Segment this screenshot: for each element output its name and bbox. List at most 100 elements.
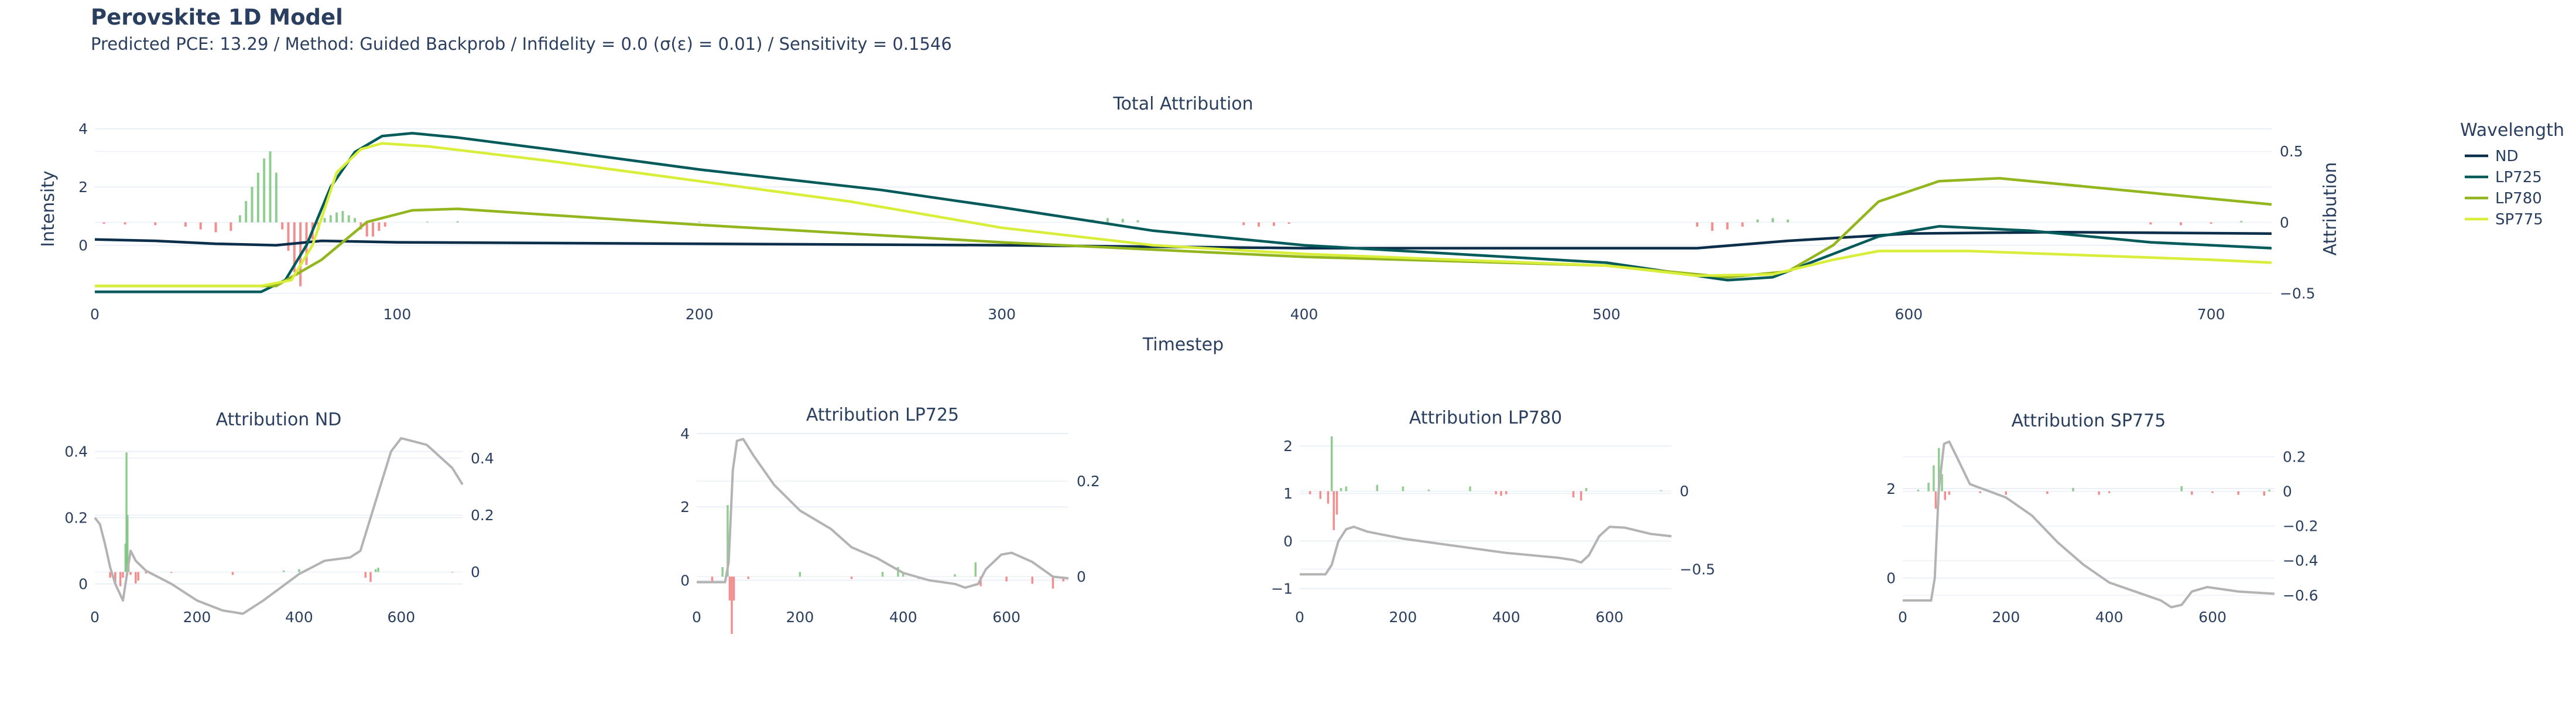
attribution-bar xyxy=(372,222,375,237)
attribution-bar xyxy=(282,570,285,572)
y2-tick-label: 0 xyxy=(2283,483,2292,500)
attribution-bar xyxy=(727,505,729,577)
attribution-bar xyxy=(426,221,429,223)
attribution-bar xyxy=(1941,474,1943,492)
attribution-bar xyxy=(2108,491,2111,493)
x-tick-label: 500 xyxy=(1592,306,1621,323)
attribution-bar xyxy=(1948,491,1951,495)
attribution-bar xyxy=(1585,488,1588,492)
x-tick-label: 200 xyxy=(686,306,714,323)
attribution-bar xyxy=(1934,491,1937,509)
attribution-bar xyxy=(1427,489,1430,492)
attribution-bar xyxy=(365,222,368,237)
x-tick-label: 200 xyxy=(786,609,814,626)
attribution-bar xyxy=(1505,491,1508,494)
attribution-bar xyxy=(214,222,217,233)
x-tick-label: 600 xyxy=(387,609,415,626)
attribution-bar xyxy=(281,222,284,230)
y-tick-label: 2 xyxy=(78,179,88,196)
y-axis-label: Intensity xyxy=(38,170,59,247)
attribution-bar xyxy=(145,572,147,574)
attribution-bar xyxy=(1340,488,1342,492)
y-tick-label: 0.2 xyxy=(64,509,88,526)
attribution-bar xyxy=(109,572,111,578)
y-tick-label: 0.4 xyxy=(64,443,88,460)
y2-tick-label: 0 xyxy=(471,564,480,581)
attribution-bar xyxy=(1106,218,1109,223)
attribution-bar xyxy=(799,572,801,577)
y2-tick-label: 0.2 xyxy=(2283,448,2306,465)
legend-title: Wavelength xyxy=(2460,120,2564,141)
attribution-bar xyxy=(1495,491,1497,494)
x-tick-label: 600 xyxy=(992,609,1020,626)
attribution-bar xyxy=(1402,486,1405,492)
attribution-bar xyxy=(298,569,300,572)
attribution-bar xyxy=(1319,491,1322,499)
attribution-bar xyxy=(2098,491,2100,495)
attribution-bar xyxy=(1272,222,1275,226)
y2-tick-label: 0.2 xyxy=(1077,473,1100,490)
x-tick-label: 200 xyxy=(1389,609,1417,626)
y-tick-label: 1 xyxy=(1283,485,1293,502)
panel-title: Attribution LP780 xyxy=(1409,408,1562,428)
attribution-bar xyxy=(1332,491,1335,530)
series-line-lp780 xyxy=(95,177,2272,288)
attribution-bar xyxy=(125,452,128,572)
y2-tick-label: −0.4 xyxy=(2283,552,2318,569)
attribution-bar xyxy=(1786,219,1789,223)
attribution-bar xyxy=(2268,489,2270,492)
attribution-bar xyxy=(378,222,381,231)
attribution-bar xyxy=(1287,222,1290,224)
panel-title: Total Attribution xyxy=(1112,94,1253,114)
attribution-bar xyxy=(184,222,187,227)
attribution-bar xyxy=(119,572,122,586)
x-axis-label: Timestep xyxy=(1142,335,1224,355)
attribution-bar xyxy=(154,222,157,226)
y2-tick-label: 0 xyxy=(1680,483,1689,500)
attribution-bar xyxy=(902,572,905,577)
y2-tick-label: 0 xyxy=(1077,568,1086,585)
attribution-bar xyxy=(1345,486,1348,492)
attribution-bar xyxy=(2263,491,2266,496)
x-tick-label: 600 xyxy=(1595,609,1623,626)
legend: Wavelength ND LP725 LP780 SP775 xyxy=(2460,120,2564,228)
y2-tick-label: 0.5 xyxy=(2280,143,2303,160)
x-tick-label: 400 xyxy=(1492,609,1520,626)
attribution-bar xyxy=(2210,222,2212,224)
attribution-bar xyxy=(1711,222,1714,231)
attribution-bar xyxy=(1005,576,1008,582)
attribution-bar xyxy=(245,201,248,223)
attribution-bar xyxy=(881,572,884,577)
y-tick-label: 2 xyxy=(1283,438,1293,455)
attribution-bar xyxy=(1136,220,1139,223)
attribution-bar xyxy=(1933,465,1935,492)
x-tick-label: 600 xyxy=(2198,609,2226,626)
x-tick-label: 700 xyxy=(2197,306,2225,323)
x-tick-label: 100 xyxy=(383,306,412,323)
attribution-bar xyxy=(383,222,386,227)
legend-label-lp725: LP725 xyxy=(2495,169,2542,186)
attribution-bar xyxy=(329,215,332,223)
attribution-bar xyxy=(129,572,132,575)
y-tick-label: 4 xyxy=(78,121,88,138)
intensity-line xyxy=(1903,440,2275,609)
attribution-bar xyxy=(456,221,459,223)
y-tick-label: 0 xyxy=(680,572,690,589)
attribution-bar xyxy=(102,222,105,224)
attribution-bar xyxy=(1756,219,1759,223)
y2-tick-label: 0.2 xyxy=(471,507,494,524)
attribution-bar xyxy=(114,572,117,583)
attribution-bar xyxy=(251,186,254,223)
attribution-bar xyxy=(1979,491,1982,493)
panel-title: Attribution SP775 xyxy=(2012,411,2166,431)
attribution-bar xyxy=(1741,222,1744,227)
legend-label-sp775: SP775 xyxy=(2495,211,2543,228)
y-tick-label: 0 xyxy=(1886,570,1896,587)
attribution-bar xyxy=(1258,222,1260,227)
x-tick-label: 400 xyxy=(1290,306,1318,323)
attribution-bar xyxy=(2149,222,2152,225)
legend-label-nd: ND xyxy=(2495,148,2518,165)
y-tick-label: 0 xyxy=(78,575,88,592)
attribution-bar xyxy=(1695,222,1698,227)
